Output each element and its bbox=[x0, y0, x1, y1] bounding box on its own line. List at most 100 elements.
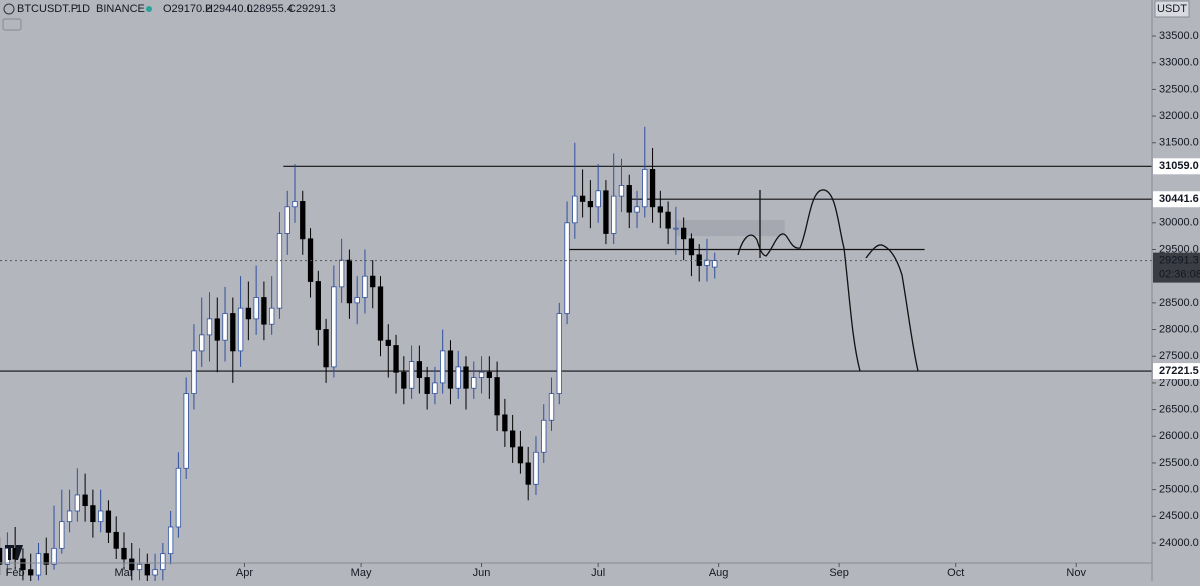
y-tick-label: 24500.0 bbox=[1159, 510, 1199, 522]
level-label-box bbox=[1153, 158, 1200, 175]
price-axis bbox=[1152, 0, 1200, 581]
candle-body bbox=[541, 419, 547, 453]
collapse-button[interactable] bbox=[2, 18, 22, 31]
logo bbox=[5, 545, 23, 560]
candle-body bbox=[408, 361, 415, 389]
currency-box[interactable] bbox=[1154, 0, 1190, 18]
y-tick-label: 26500.0 bbox=[1159, 403, 1199, 415]
x-tick-label: Jun bbox=[473, 567, 491, 579]
last-price-label: 29291.3 bbox=[1159, 255, 1199, 267]
level-label-box bbox=[1153, 191, 1200, 208]
y-tick-label: 27500.0 bbox=[1159, 350, 1199, 362]
symbol-icon bbox=[3, 3, 15, 15]
candle-body bbox=[634, 206, 640, 213]
candle-body bbox=[681, 227, 687, 240]
freehand-path bbox=[865, 244, 919, 372]
candle-body bbox=[136, 563, 143, 571]
candle-body bbox=[300, 201, 306, 240]
candle-body bbox=[152, 569, 158, 576]
candle-body bbox=[463, 366, 469, 389]
candle-body bbox=[572, 195, 578, 224]
candle-body bbox=[548, 393, 555, 421]
candle-body bbox=[331, 286, 337, 368]
candle-body bbox=[43, 553, 49, 565]
y-tick-label: 32000.0 bbox=[1159, 110, 1199, 122]
y-tick-label: 33000.0 bbox=[1159, 57, 1199, 69]
candle-body bbox=[129, 558, 135, 571]
candle-body bbox=[214, 318, 220, 341]
candle-body bbox=[626, 185, 632, 213]
ohlc-open: O29170.2 bbox=[163, 3, 211, 15]
candle-body bbox=[517, 446, 524, 464]
currency: USDT bbox=[1157, 3, 1187, 15]
candle-body bbox=[237, 307, 244, 352]
candle-body bbox=[665, 211, 671, 229]
x-tick-label: Jul bbox=[591, 567, 605, 579]
level-label: 27221.5 bbox=[1159, 365, 1199, 377]
candle-body bbox=[611, 195, 617, 234]
candle-body bbox=[222, 313, 228, 341]
x-tick-label: Sep bbox=[829, 567, 849, 579]
ohlc-high: H29440.0 bbox=[205, 3, 253, 15]
candle-body bbox=[175, 467, 182, 528]
ohlc-low: L28955.4 bbox=[247, 3, 293, 15]
candle-body bbox=[98, 510, 104, 523]
interval[interactable]: 1D bbox=[76, 3, 90, 15]
candle-body bbox=[82, 494, 88, 507]
candle-body bbox=[447, 350, 454, 389]
candle-body bbox=[167, 526, 174, 555]
candle-body bbox=[385, 339, 391, 346]
y-tick-label: 26000.0 bbox=[1159, 430, 1199, 442]
candle-body bbox=[206, 318, 213, 336]
exchange: BINANCE bbox=[96, 3, 145, 15]
candle-body bbox=[440, 350, 446, 384]
candle-body bbox=[191, 350, 197, 394]
candle-body bbox=[642, 169, 648, 208]
level-label: 30441.6 bbox=[1159, 193, 1199, 205]
candle-body bbox=[478, 371, 485, 378]
candle-body bbox=[20, 558, 26, 571]
candle-body bbox=[533, 451, 539, 485]
candle-body bbox=[579, 195, 586, 202]
symbol[interactable]: BTCUSDT.P bbox=[17, 3, 78, 15]
y-tick-label: 31500.0 bbox=[1159, 137, 1199, 149]
candle-body bbox=[424, 377, 430, 394]
x-tick-label: Apr bbox=[236, 567, 253, 579]
x-tick-label: Feb bbox=[6, 567, 25, 579]
candle-body bbox=[183, 393, 189, 469]
candle-body bbox=[59, 521, 65, 549]
candle-body bbox=[416, 361, 423, 378]
candle-body bbox=[0, 547, 3, 565]
candle-body bbox=[393, 345, 399, 373]
x-tick-label: Oct bbox=[947, 567, 964, 579]
candle-body bbox=[618, 185, 625, 197]
candle-body bbox=[338, 259, 345, 288]
candle-body bbox=[315, 281, 321, 330]
candle-body bbox=[494, 377, 500, 416]
candle-body bbox=[688, 238, 695, 256]
candle-body bbox=[362, 275, 368, 298]
candle-body bbox=[502, 414, 508, 432]
candle-body bbox=[284, 206, 290, 234]
x-tick-label: Mar bbox=[115, 567, 134, 579]
candle-body bbox=[595, 190, 601, 208]
candle-body bbox=[253, 297, 259, 320]
candle-body bbox=[113, 531, 119, 549]
candle-body bbox=[28, 569, 34, 576]
y-tick-label: 30000.0 bbox=[1159, 217, 1199, 229]
candle-body bbox=[486, 371, 492, 378]
candle-body bbox=[35, 553, 42, 576]
candle-body bbox=[525, 462, 531, 485]
candle-body bbox=[269, 307, 275, 325]
candle-body bbox=[276, 233, 283, 309]
y-tick-label: 25500.0 bbox=[1159, 457, 1199, 469]
candle-body bbox=[261, 297, 267, 325]
freehand-path bbox=[737, 189, 861, 372]
candle-body bbox=[370, 275, 376, 288]
candle-body bbox=[292, 201, 298, 208]
candle-body bbox=[377, 286, 384, 341]
candle-body bbox=[556, 313, 562, 394]
y-tick-label: 25000.0 bbox=[1159, 484, 1199, 496]
candle-body bbox=[354, 297, 360, 304]
candle-body bbox=[509, 430, 516, 448]
